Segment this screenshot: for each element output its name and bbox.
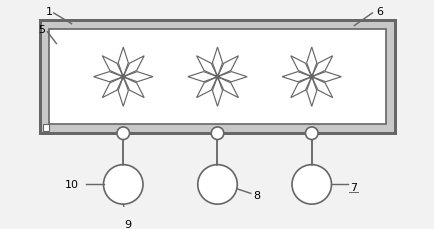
Text: 7: 7 <box>349 182 357 192</box>
Circle shape <box>117 127 129 140</box>
Bar <box>40 21 394 134</box>
Circle shape <box>211 127 223 140</box>
Text: 10: 10 <box>64 180 78 190</box>
Circle shape <box>121 75 125 79</box>
Text: 8: 8 <box>253 190 260 200</box>
Text: 6: 6 <box>375 7 382 17</box>
Circle shape <box>309 75 313 79</box>
Text: 1: 1 <box>46 7 53 17</box>
Circle shape <box>215 75 219 79</box>
Text: 5: 5 <box>39 25 46 35</box>
Circle shape <box>103 165 143 204</box>
Bar <box>43 125 49 131</box>
Circle shape <box>197 165 237 204</box>
Circle shape <box>305 127 317 140</box>
Bar <box>49 30 385 125</box>
Circle shape <box>291 165 331 204</box>
Text: 9: 9 <box>124 219 131 229</box>
